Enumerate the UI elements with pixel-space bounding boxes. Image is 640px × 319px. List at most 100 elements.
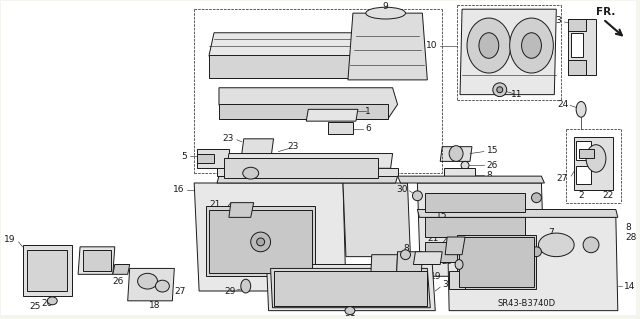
Text: FR.: FR. — [596, 7, 616, 17]
Text: 27: 27 — [174, 286, 186, 295]
Ellipse shape — [461, 161, 469, 169]
Text: 28: 28 — [386, 257, 397, 266]
Polygon shape — [343, 183, 410, 257]
Polygon shape — [444, 168, 475, 181]
Polygon shape — [267, 264, 435, 311]
Ellipse shape — [449, 146, 463, 161]
Text: 16: 16 — [173, 185, 184, 194]
Ellipse shape — [576, 101, 586, 117]
Polygon shape — [328, 122, 353, 134]
Ellipse shape — [493, 83, 507, 97]
Text: 2: 2 — [579, 191, 584, 200]
Text: 25: 25 — [29, 302, 41, 311]
Text: 26: 26 — [438, 221, 449, 230]
Ellipse shape — [467, 18, 511, 73]
Polygon shape — [568, 19, 586, 31]
Ellipse shape — [156, 280, 170, 292]
Polygon shape — [447, 217, 618, 311]
Text: 21: 21 — [209, 200, 221, 209]
Text: 11: 11 — [511, 90, 522, 99]
Text: 31: 31 — [344, 309, 356, 318]
Text: 15: 15 — [487, 146, 499, 155]
Polygon shape — [113, 264, 130, 274]
Ellipse shape — [583, 237, 599, 253]
Bar — [426, 217, 525, 237]
Ellipse shape — [412, 191, 422, 201]
Text: 18: 18 — [148, 301, 160, 310]
Polygon shape — [460, 9, 556, 95]
Ellipse shape — [243, 167, 259, 179]
Polygon shape — [568, 19, 596, 75]
Text: 8: 8 — [404, 244, 410, 253]
Text: 26: 26 — [487, 161, 498, 170]
Text: 23: 23 — [273, 159, 284, 168]
Polygon shape — [78, 247, 115, 274]
Polygon shape — [227, 153, 392, 168]
Text: 1: 1 — [365, 107, 371, 116]
Text: 29: 29 — [225, 286, 236, 295]
Ellipse shape — [455, 260, 463, 270]
Ellipse shape — [251, 232, 271, 252]
Polygon shape — [219, 88, 397, 119]
Text: 6: 6 — [365, 124, 371, 133]
Polygon shape — [307, 109, 358, 121]
Text: 8: 8 — [626, 223, 632, 232]
Polygon shape — [197, 149, 229, 168]
Bar — [426, 242, 525, 262]
Text: 19: 19 — [429, 272, 441, 281]
Text: 24: 24 — [557, 100, 568, 109]
Text: 21: 21 — [428, 234, 439, 243]
Bar — [28, 250, 67, 291]
Ellipse shape — [345, 307, 355, 315]
Text: 27: 27 — [557, 174, 568, 182]
Ellipse shape — [138, 273, 157, 289]
Ellipse shape — [257, 238, 264, 246]
Text: 13: 13 — [355, 298, 366, 307]
Text: 23: 23 — [288, 142, 299, 151]
Text: 22: 22 — [230, 169, 241, 178]
Bar — [571, 33, 583, 57]
Polygon shape — [217, 168, 397, 176]
Polygon shape — [194, 183, 346, 291]
Polygon shape — [217, 176, 397, 183]
Bar — [457, 235, 536, 289]
Polygon shape — [209, 33, 392, 78]
Text: 22: 22 — [602, 191, 614, 200]
Bar — [209, 210, 312, 273]
Ellipse shape — [47, 297, 57, 305]
Text: 8: 8 — [487, 171, 493, 180]
Polygon shape — [370, 255, 397, 298]
Ellipse shape — [531, 247, 541, 257]
Ellipse shape — [401, 250, 410, 260]
Ellipse shape — [531, 193, 541, 203]
Polygon shape — [252, 153, 278, 166]
Text: 7: 7 — [548, 227, 554, 237]
Text: 14: 14 — [624, 282, 635, 291]
Bar — [206, 205, 316, 276]
Bar — [273, 271, 428, 306]
Ellipse shape — [497, 87, 503, 93]
Ellipse shape — [479, 33, 499, 58]
Bar — [224, 159, 378, 178]
Polygon shape — [397, 176, 545, 183]
Polygon shape — [574, 137, 613, 190]
Polygon shape — [209, 56, 383, 78]
Ellipse shape — [509, 18, 554, 73]
Bar — [426, 193, 525, 212]
Polygon shape — [242, 139, 273, 153]
Ellipse shape — [487, 252, 497, 262]
Text: 5: 5 — [182, 152, 188, 161]
Polygon shape — [579, 149, 594, 159]
Text: 12: 12 — [428, 250, 438, 259]
Polygon shape — [197, 153, 214, 163]
Text: 23: 23 — [223, 134, 234, 143]
Polygon shape — [128, 268, 174, 301]
Text: 20: 20 — [42, 299, 53, 308]
Polygon shape — [440, 147, 472, 161]
Ellipse shape — [586, 145, 606, 172]
Polygon shape — [396, 252, 422, 296]
Polygon shape — [417, 183, 545, 276]
Polygon shape — [22, 245, 72, 296]
Text: SR43-B3740D: SR43-B3740D — [497, 299, 556, 308]
Text: 3: 3 — [556, 17, 561, 26]
